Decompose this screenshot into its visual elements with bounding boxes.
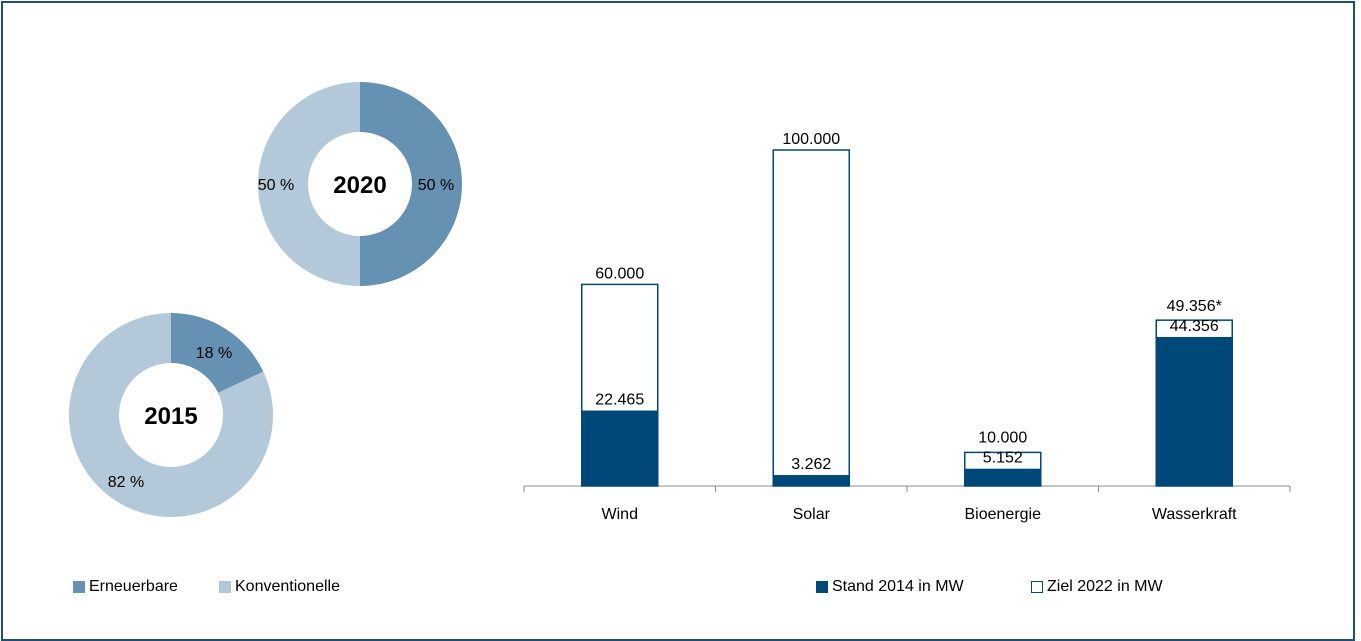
legend-label-stand: Stand 2014 in MW [832, 578, 964, 595]
legend-swatch-ziel [1031, 581, 1043, 593]
donut-2015-label-konventionelle: 82 % [108, 474, 144, 491]
legend-label-conventional: Konventionelle [235, 578, 340, 595]
bar-stand-solar [773, 475, 850, 486]
x-tick-label: Bioenergie [965, 506, 1042, 523]
legend-label-renewables: Erneuerbare [89, 578, 178, 595]
data-label-stand-wind: 22.465 [595, 392, 644, 409]
data-label-ziel-wind: 60.000 [595, 265, 644, 282]
data-label-stand-wasserkraft: 44.356 [1170, 318, 1219, 335]
data-label-stand-bioenergie: 5.152 [983, 450, 1023, 467]
legend-swatch-conventional [219, 581, 231, 593]
x-tick-label: Wind [602, 506, 638, 523]
chart-canvas: 50 % 50 % 2020 18 % 82 % 2015 Wind 60.000 22.465… [68, 82, 1291, 523]
data-label-ziel-solar: 100.000 [782, 131, 840, 148]
legend-stand-2014: Stand 2014 in MW [816, 578, 964, 596]
bar-stand-bioenergie [964, 468, 1041, 486]
legend-renewables: Erneuerbare [73, 578, 178, 596]
bar-ziel-solar [772, 149, 850, 487]
data-label-stand-solar: 3.262 [791, 456, 831, 473]
legend-conventional: Konventionelle [219, 578, 340, 596]
bar-stand-wasserkraft [1156, 336, 1233, 486]
legend-label-ziel: Ziel 2022 in MW [1047, 578, 1163, 595]
donut-2020-label-konventionelle: 50 % [258, 177, 294, 194]
legend-swatch-stand [816, 581, 828, 593]
x-tick-label: Wasserkraft [1152, 506, 1237, 523]
data-label-ziel-wasserkraft: 49.356* [1167, 298, 1222, 315]
donut-2015-label-erneuerbare: 18 % [196, 345, 232, 362]
x-tick-label: Solar [793, 506, 831, 523]
donut-2020-label-erneuerbare: 50 % [418, 177, 454, 194]
legend-swatch-renewables [73, 581, 85, 593]
donut-2015-center-title: 2015 [144, 403, 197, 430]
donut-2020-center-title: 2020 [333, 172, 386, 199]
donut-2015-slice-konventionelle [68, 313, 273, 518]
data-label-ziel-bioenergie: 10.000 [978, 430, 1027, 447]
legend-ziel-2022: Ziel 2022 in MW [1031, 578, 1163, 596]
donut-2015-slice-erneuerbare [171, 313, 264, 393]
donut-2020-slice-erneuerbare [360, 82, 462, 286]
bar-stand-wind [581, 410, 658, 486]
donut-2020-slice-konventionelle [258, 82, 360, 286]
